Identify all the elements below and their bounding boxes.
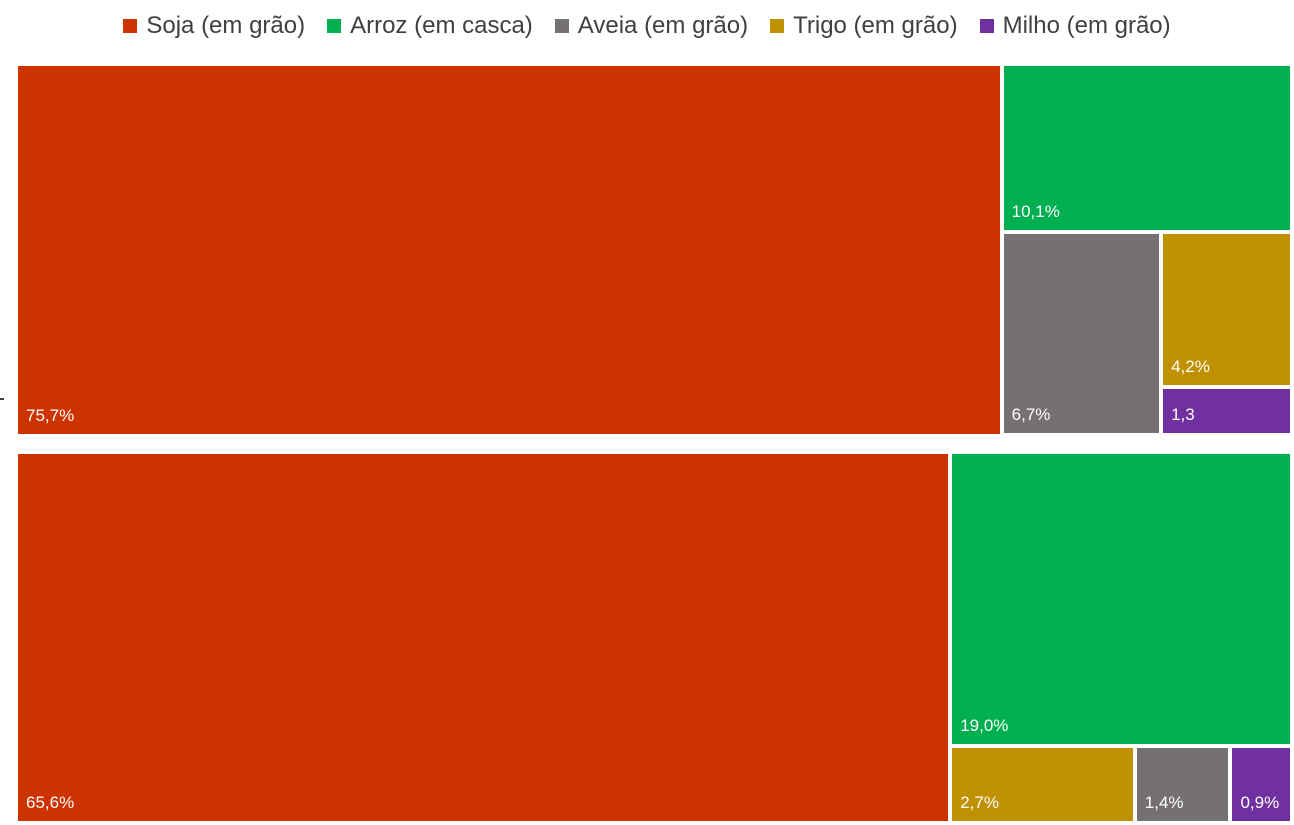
legend-item: Aveia (em grão): [554, 12, 749, 40]
tile-value-label: 1,4%: [1144, 792, 1184, 812]
treemap-tile: 19,0%: [952, 453, 1290, 744]
tile-value-label: 1,3: [1171, 405, 1195, 425]
legend-swatch: [770, 19, 785, 33]
treemap-tile: 2,7%: [952, 747, 1133, 821]
tile-value-label: 6,7%: [1011, 405, 1051, 425]
legend-item: Trigo (em grão): [770, 12, 958, 40]
legend-label: Aveia (em grão): [577, 12, 749, 39]
treemap-tile: 1,3: [1163, 389, 1290, 434]
legend-label: Milho (em grão): [1002, 12, 1171, 39]
legend-item: Soja (em grão): [123, 12, 305, 40]
legend-swatch: [327, 19, 342, 33]
tile-value-label: 75,7%: [26, 405, 75, 425]
legend-label: Arroz (em casca): [350, 12, 533, 39]
treemap-tile: 0,9%: [1232, 747, 1290, 821]
tile-value-label: 2,7%: [960, 792, 999, 812]
legend-swatch: [979, 19, 994, 33]
treemap-tile: 10,1%: [1003, 66, 1290, 231]
legend-label: Soja (em grão): [146, 12, 306, 39]
axis-tick-mark: [0, 398, 4, 400]
legend-swatch: [123, 19, 138, 33]
tile-value-label: 4,2%: [1171, 357, 1210, 377]
chart-legend: Soja (em grão) Arroz (em casca) Aveia (em …: [0, 0, 1294, 52]
treemap-tile: 4,2%: [1163, 234, 1290, 386]
legend-swatch: [554, 19, 569, 33]
legend-label: Trigo (em grão): [793, 12, 958, 39]
tile-value-label: 0,9%: [1240, 792, 1280, 812]
treemap-tile: 1,4%: [1136, 747, 1229, 821]
legend-item: Arroz (em casca): [327, 12, 533, 40]
tile-value-label: 65,6%: [26, 793, 75, 812]
tile-value-label: 10,1%: [1011, 202, 1060, 222]
treemap-tile: 6,7%: [1003, 234, 1160, 434]
tile-value-label: 19,0%: [960, 715, 1009, 735]
treemap-tile: 75,7%: [18, 66, 1000, 434]
legend-item: Milho (em grão): [979, 12, 1171, 40]
treemap-tile: 65,6%: [18, 453, 949, 821]
